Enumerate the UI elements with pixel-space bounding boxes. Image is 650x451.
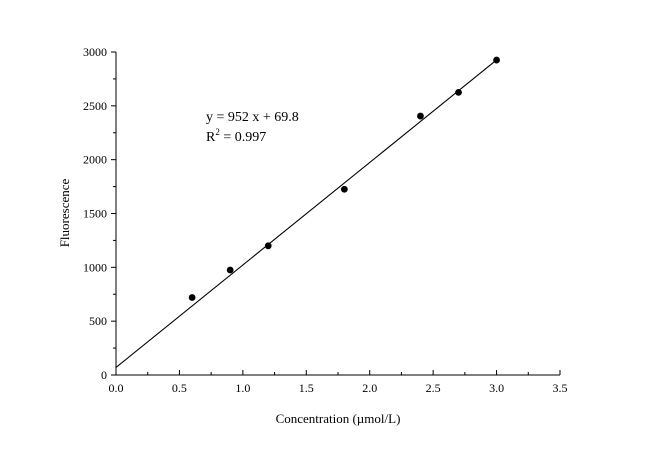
y-tick-label: 0 [101,368,107,382]
fit-line [115,59,497,368]
data-point [417,112,424,120]
data-points [188,56,500,301]
x-tick-label: 3.0 [489,381,504,395]
x-tick-label: 2.0 [362,381,377,395]
r2-superscript: 2 [215,127,220,137]
y-tick-label: 3000 [83,45,107,59]
axes [115,52,560,376]
data-point [188,294,196,301]
y-tick-label: 2000 [83,153,107,167]
fit-equation: y = 952 x + 69.8 [206,110,299,125]
data-point [340,185,348,193]
x-axis-title: Concentration (µmol/L) [276,411,401,426]
x-tick-label: 1.5 [299,381,314,395]
x-tick-label: 3.5 [553,381,568,395]
fit-line-group [115,59,497,368]
data-point [455,88,462,96]
r2-prefix: R [206,130,216,145]
y-tick-label: 1000 [83,260,107,274]
y-axis-title: Fluorescence [57,178,72,247]
y-tick-label: 500 [89,314,107,328]
r2-value: = 0.997 [220,130,266,145]
y-tick-label: 2500 [83,99,107,113]
y-tick-label: 1500 [83,207,107,221]
r-squared: R2 = 0.997 [206,127,266,145]
data-point [493,56,500,64]
x-tick-label: 1.0 [235,381,250,395]
data-point [226,266,234,274]
x-tick-label: 0.0 [109,381,124,395]
ticks: 0.0 0.5 1.0 1.5 2.0 2.5 3.0 3.5 0 500 1000 1500 2000… [83,45,568,395]
x-tick-label: 2.5 [426,381,441,395]
x-tick-label: 0.5 [172,381,187,395]
data-point [264,242,272,250]
